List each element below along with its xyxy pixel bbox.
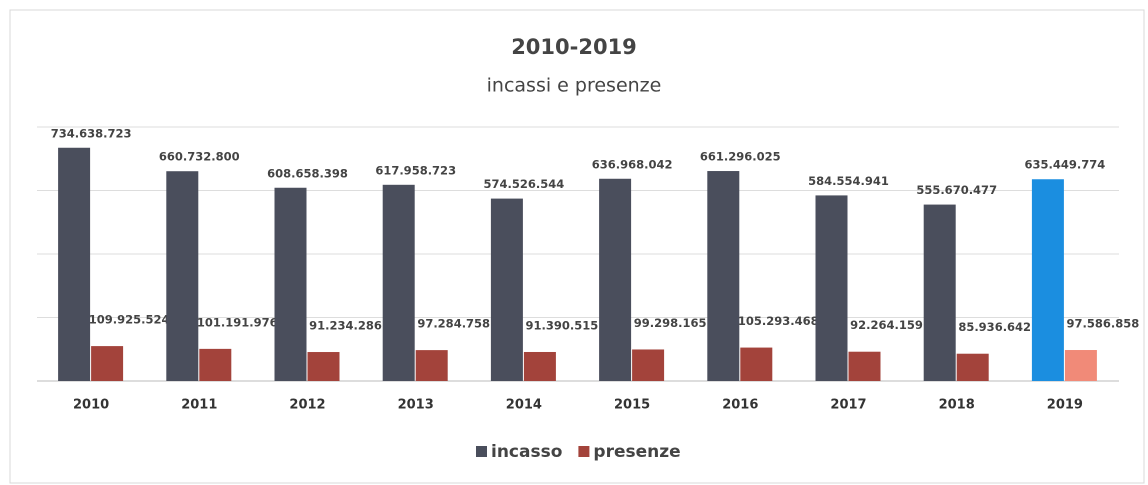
bar [923,204,956,381]
value-label: 97.284.758 [417,317,490,331]
value-label: 91.234.286 [309,319,382,333]
value-label: 660.732.800 [159,150,240,164]
bar [166,171,199,381]
bar [707,171,740,381]
value-label: 636.968.042 [592,157,673,171]
bar [490,198,523,381]
bar [599,178,632,381]
bar [1064,350,1097,381]
bar [415,350,448,381]
value-label: 109.925.524 [89,313,170,327]
value-label: 584.554.941 [808,174,889,188]
x-tick-label: 2019 [1047,398,1083,413]
x-tick-label: 2011 [181,398,217,413]
bar [307,352,340,381]
chart-title: 2010-2019 [511,35,637,59]
legend-label: presenze [593,442,680,462]
x-tick-label: 2010 [73,398,109,413]
value-label: 105.293.468 [738,314,819,328]
value-label: 555.670.477 [916,183,997,197]
value-label: 91.390.515 [526,318,599,332]
x-tick-label: 2012 [289,398,325,413]
x-tick-label: 2018 [939,398,975,413]
bar [956,353,989,381]
value-label: 635.449.774 [1025,158,1106,172]
legend-label: incasso [491,442,562,462]
value-label: 617.958.723 [375,163,456,177]
legend-swatch [476,446,487,457]
value-label: 608.658.398 [267,166,348,180]
chart-subtitle: incassi e presenze [487,75,662,97]
value-label: 92.264.159 [850,318,923,332]
bar [523,351,556,381]
value-label: 99.298.165 [634,316,707,330]
bar [382,184,415,381]
value-label: 85.936.642 [958,320,1031,334]
bar [274,187,307,381]
bar [815,195,848,381]
x-tick-label: 2013 [398,398,434,413]
bar [848,351,881,381]
legend-swatch [578,446,590,457]
x-tick-label: 2014 [506,398,542,413]
value-label: 661.296.025 [700,150,781,164]
bar [740,347,773,381]
x-tick-label: 2015 [614,398,650,413]
value-label: 97.586.858 [1067,317,1140,331]
bar [632,349,665,381]
value-label: 101.191.976 [197,315,278,329]
value-label: 574.526.544 [484,177,565,191]
x-tick-label: 2016 [722,398,758,413]
value-label: 734.638.723 [51,126,132,140]
bar [199,348,232,381]
bar [91,346,124,381]
x-tick-label: 2017 [830,398,866,413]
bar [58,147,91,381]
bar [1031,179,1064,381]
